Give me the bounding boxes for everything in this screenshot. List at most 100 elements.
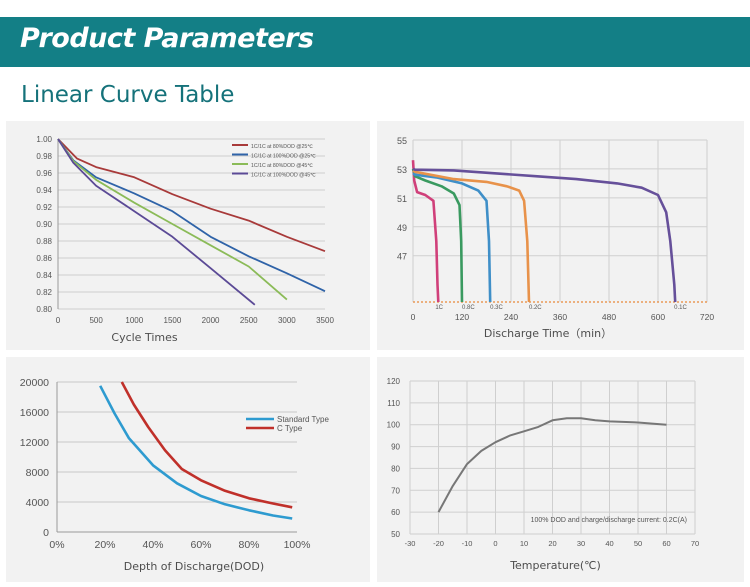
discharge-time-chart: 47 49 51 53 55 0 120 240 360 480 600 720 1C 0.8C 0.3C 0… <box>397 136 714 340</box>
y-tick-label: 8000 <box>26 467 50 479</box>
x-tick-label: 480 <box>602 312 616 322</box>
x-tick-label: 80% <box>238 539 259 551</box>
series-line <box>412 167 677 303</box>
cycle-life-chart: 0.80 0.82 0.84 0.86 0.88 0.90 0.92 0.94 0.96 0.98… <box>36 135 334 344</box>
legend-label: 1C/1C at 100%DOD @25℃ <box>251 154 316 160</box>
x-tick-label: 2500 <box>240 316 258 325</box>
x-tick-label: -30 <box>405 539 416 548</box>
y-tick-label: 80 <box>391 464 400 473</box>
series-line <box>437 417 667 513</box>
y-tick-label: 16000 <box>20 407 49 419</box>
x-tick-label: 60 <box>662 539 670 548</box>
series-end-label: 0.8C <box>462 305 475 311</box>
y-tick-label: 49 <box>397 223 407 233</box>
x-tick-label: 20 <box>548 539 556 548</box>
x-tick-label: 40% <box>142 539 163 551</box>
series-line <box>412 172 492 303</box>
x-tick-label: 0 <box>493 539 497 548</box>
discharge-time-chart-panel: 47 49 51 53 55 0 120 240 360 480 600 720 1C 0.8C 0.3C 0… <box>377 121 744 350</box>
x-axis-title: Depth of Discharge(DOD) <box>124 560 264 573</box>
x-axis-title: Discharge Time（min） <box>484 327 612 340</box>
legend-label: 1C/1C at 80%DOD @45℃ <box>251 163 313 169</box>
legend-label: 1C/1C at 80%DOD @25℃ <box>251 144 313 150</box>
series-line <box>57 138 326 293</box>
series-line <box>57 138 288 301</box>
y-tick-label: 110 <box>387 399 400 408</box>
y-tick-label: 53 <box>397 165 407 175</box>
temperature-chart-panel: 50 60 70 80 90 100 110 120 -30 -20 -10 0 10 20 30 40 50 6… <box>377 357 744 582</box>
series-line <box>57 138 326 253</box>
header-banner: Product Parameters <box>0 17 750 67</box>
y-tick-label: 0.98 <box>36 152 52 161</box>
y-tick-label: 4000 <box>26 497 50 509</box>
y-tick-label: 1.00 <box>36 135 52 144</box>
x-tick-label: 240 <box>504 312 518 322</box>
series-line <box>99 385 293 520</box>
y-tick-label: 0.90 <box>36 220 52 229</box>
legend-label: Standard Type <box>277 415 329 424</box>
x-tick-label: 2000 <box>202 316 220 325</box>
y-tick-label: 0.94 <box>36 186 52 195</box>
x-tick-label: 50 <box>634 539 642 548</box>
y-tick-label: 60 <box>391 508 400 517</box>
y-tick-label: 0.80 <box>36 305 52 314</box>
x-tick-label: 70 <box>691 539 699 548</box>
y-tick-label: 0.86 <box>36 254 52 263</box>
y-tick-label: 0.96 <box>36 169 52 178</box>
x-tick-label: 720 <box>700 312 714 322</box>
x-tick-label: 120 <box>455 312 469 322</box>
dod-chart-panel: 0 4000 8000 12000 16000 20000 0% 20% 40% 60% 80% 10… <box>6 357 370 582</box>
y-tick-label: 0.84 <box>36 271 52 280</box>
legend-label: 1C/1C at 100%DOD @45℃ <box>251 173 316 179</box>
x-tick-label: 3500 <box>316 316 334 325</box>
series-line <box>120 381 293 509</box>
x-tick-label: 0 <box>56 316 61 325</box>
cycle-life-chart-panel: 0.80 0.82 0.84 0.86 0.88 0.90 0.92 0.94 0.96 0.98… <box>6 121 370 350</box>
x-tick-label: 3000 <box>278 316 296 325</box>
y-tick-label: 0 <box>43 527 49 539</box>
temperature-chart: 50 60 70 80 90 100 110 120 -30 -20 -10 0 10 20 30 40 50 6… <box>387 377 700 572</box>
y-tick-label: 12000 <box>20 437 49 449</box>
x-tick-label: 100% <box>284 539 311 551</box>
y-tick-label: 0.88 <box>36 237 52 246</box>
y-tick-label: 120 <box>387 377 401 386</box>
chart-annotation: 100% DOD and charge/discharge current: 0… <box>531 517 687 524</box>
dod-chart: 0 4000 8000 12000 16000 20000 0% 20% 40% 60% 80% 10… <box>20 377 330 573</box>
y-tick-label: 70 <box>391 486 400 495</box>
x-tick-label: 40 <box>605 539 613 548</box>
y-tick-label: 50 <box>391 530 400 539</box>
series-line <box>412 169 531 303</box>
x-tick-label: 30 <box>577 539 585 548</box>
y-tick-label: 100 <box>387 421 401 430</box>
series-line <box>411 160 440 303</box>
x-tick-label: -10 <box>462 539 473 548</box>
series-end-label: 0.3C <box>490 305 503 311</box>
legend-label: C Type <box>277 424 303 433</box>
series-line <box>57 138 256 306</box>
series-end-label: 0.2C <box>529 305 542 311</box>
y-tick-label: 90 <box>391 443 400 452</box>
banner-title: Product Parameters <box>20 23 314 54</box>
x-tick-label: -20 <box>433 539 444 548</box>
x-tick-label: 60% <box>190 539 211 551</box>
x-tick-label: 1500 <box>164 316 182 325</box>
series-end-label: 1C <box>435 305 443 311</box>
x-tick-label: 600 <box>651 312 665 322</box>
x-axis-title: Cycle Times <box>111 331 177 344</box>
y-tick-label: 47 <box>397 252 407 262</box>
y-tick-label: 0.82 <box>36 288 52 297</box>
x-tick-label: 360 <box>553 312 567 322</box>
series-end-label: 0.1C <box>674 305 687 311</box>
x-tick-label: 500 <box>89 316 103 325</box>
x-tick-label: 10 <box>520 539 528 548</box>
x-tick-label: 20% <box>94 539 115 551</box>
x-tick-label: 0% <box>49 539 64 551</box>
y-tick-label: 51 <box>397 194 407 204</box>
x-tick-label: 0 <box>411 312 416 322</box>
y-tick-label: 55 <box>397 136 407 146</box>
y-tick-label: 20000 <box>20 377 49 389</box>
x-axis-title: Temperature(℃) <box>509 559 601 572</box>
y-tick-label: 0.92 <box>36 203 52 212</box>
series-line <box>411 168 464 303</box>
x-tick-label: 1000 <box>125 316 143 325</box>
